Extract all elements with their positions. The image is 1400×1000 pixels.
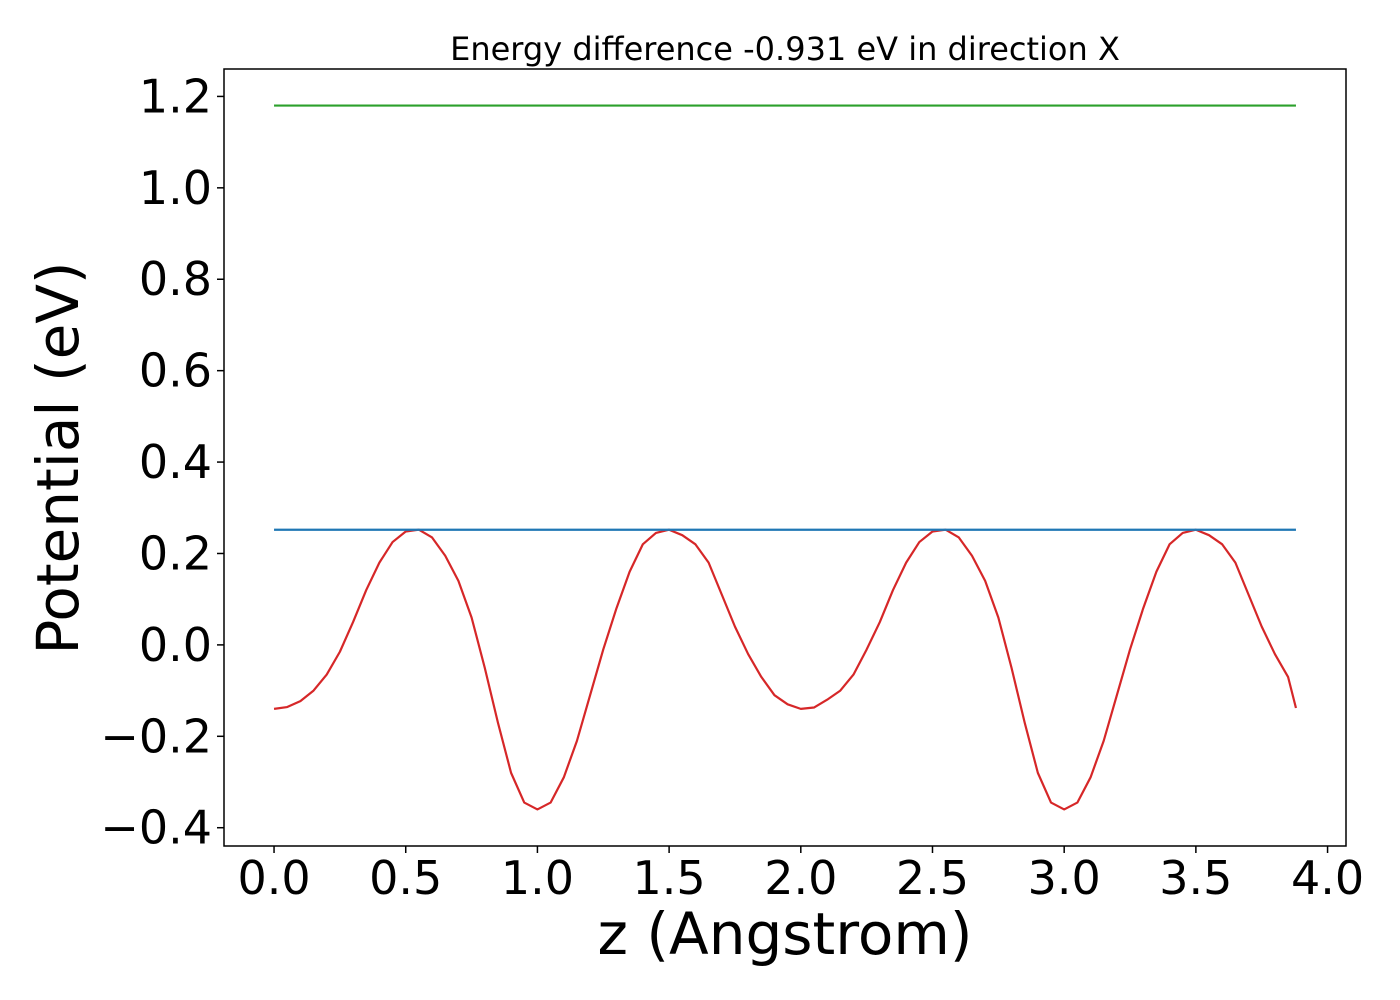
y-tick-label: 1.2 — [139, 69, 212, 123]
x-tick-label: 2.5 — [896, 851, 969, 905]
y-tick-label: 1.0 — [139, 161, 212, 215]
x-tick-label: 4.0 — [1291, 851, 1364, 905]
y-axis-label: Potential (eV) — [24, 261, 92, 654]
x-tick-label: 3.0 — [1028, 851, 1101, 905]
x-tick-label: 0.0 — [237, 851, 310, 905]
y-axis-ticks: 1.2 1.0 0.8 0.6 0.4 0.2 0.0 −0.2 −0.4 — [100, 69, 224, 855]
plot-area — [273, 104, 1298, 811]
y-tick-label: −0.2 — [100, 709, 212, 763]
y-tick-label: −0.4 — [100, 801, 212, 855]
y-tick-label: 0.6 — [139, 344, 212, 398]
y-tick-label: 0.8 — [139, 252, 212, 306]
x-axis-ticks: 0.0 0.5 1.0 1.5 2.0 2.5 3.0 3.5 4.0 — [237, 846, 1364, 905]
y-tick-label: 0.4 — [139, 435, 212, 489]
x-tick-label: 0.5 — [369, 851, 442, 905]
x-tick-label: 3.5 — [1159, 851, 1232, 905]
chart-title: Energy difference -0.931 eV in direction… — [450, 30, 1120, 68]
series-line-0 — [273, 528, 1298, 811]
y-tick-label: 0.0 — [139, 618, 212, 672]
x-axis-label: z (Angstrom) — [598, 900, 973, 968]
x-tick-label: 1.5 — [633, 851, 706, 905]
y-tick-label: 0.2 — [139, 526, 212, 580]
x-tick-label: 1.0 — [501, 851, 574, 905]
x-tick-label: 2.0 — [764, 851, 837, 905]
plot-frame — [223, 68, 1347, 847]
